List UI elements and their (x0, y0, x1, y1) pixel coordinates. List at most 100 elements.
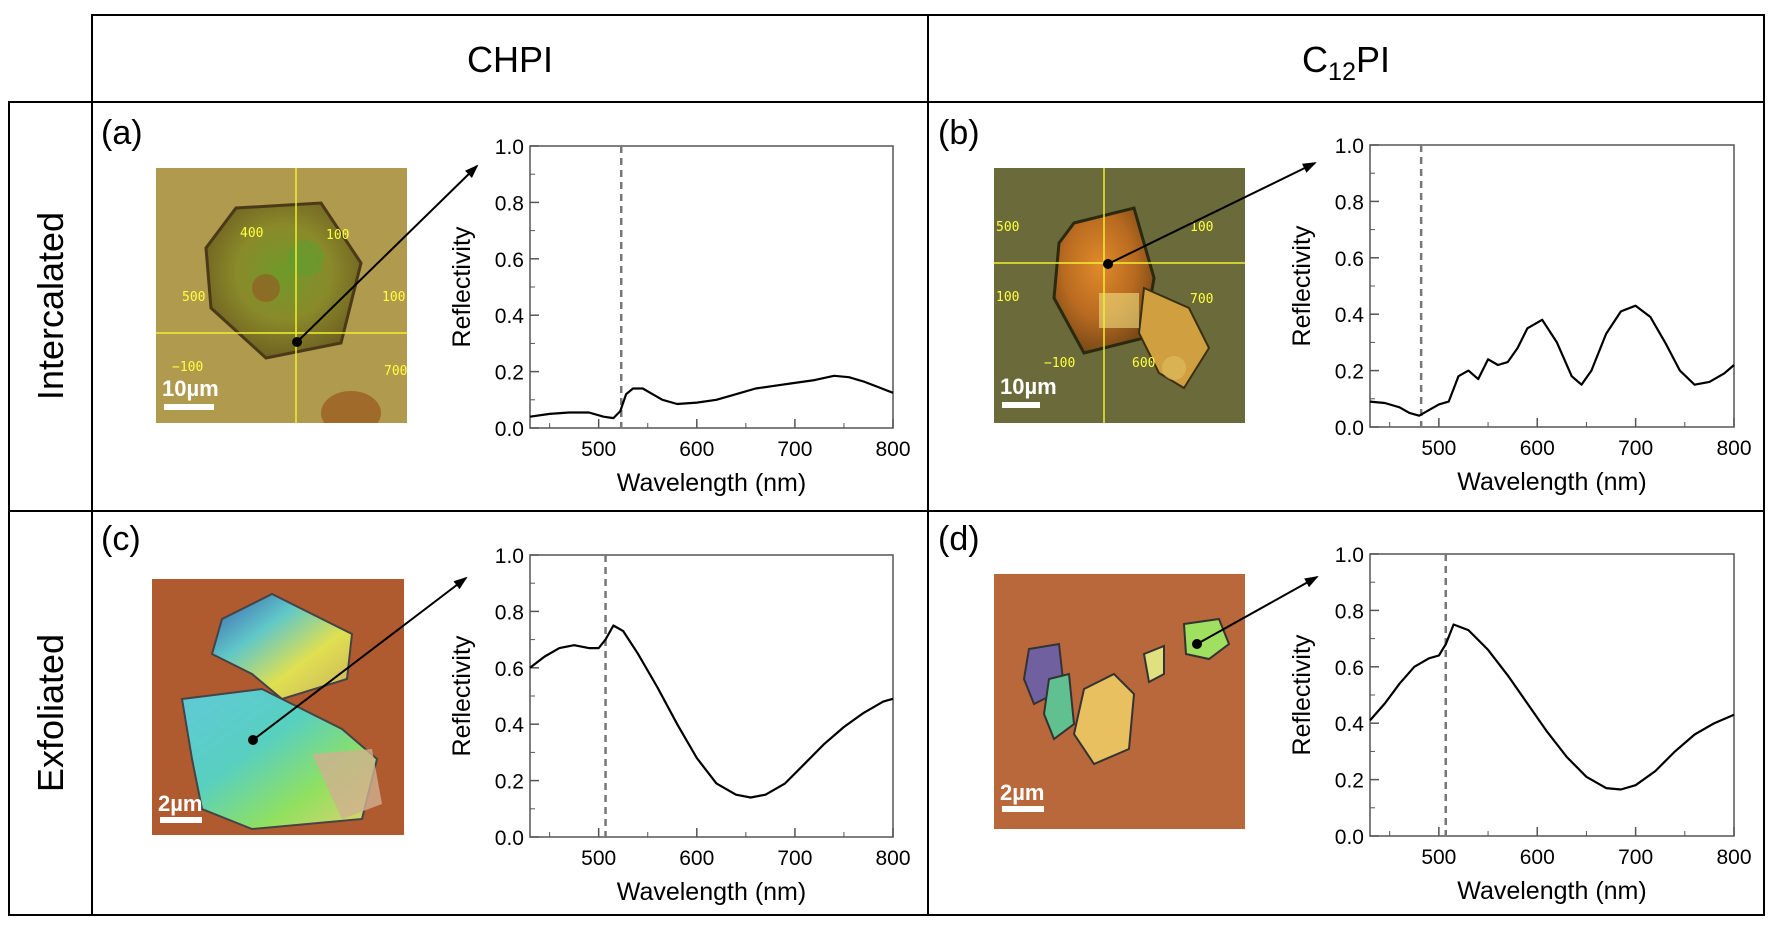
panel-label-d: (d) (938, 520, 980, 558)
scale-text-a: 10µm (162, 376, 219, 401)
micrograph-b: 500 100 100 700 −100 600 10µm (994, 168, 1245, 423)
y-tick-label: 0.4 (495, 714, 525, 737)
x-tick-label: 700 (777, 847, 812, 870)
y-tick-label: 0.6 (495, 658, 524, 681)
y-tick-label: 0.8 (495, 192, 524, 215)
y-tick-label: 1.0 (495, 545, 524, 568)
reticle-label-b2: 100 (1190, 220, 1214, 235)
y-tick-label: 0.2 (1335, 770, 1364, 793)
y-tick-label: 0.4 (1335, 304, 1365, 327)
micrograph-d: 2µm (994, 574, 1245, 829)
x-tick-label: 800 (1716, 437, 1751, 460)
row-header-exfoliated: Exfoliated (30, 633, 71, 793)
row-header-intercalated: Intercalated (30, 211, 71, 401)
reticle-label-b1: 500 (996, 220, 1020, 235)
chart-d: 500 600 700 800 0.0 0.2 0.4 0.6 0.8 1.0 Wavelength… (1288, 544, 1752, 905)
c12pi-main: C (1301, 39, 1328, 80)
x-tick-label: 600 (1520, 437, 1555, 460)
y-tick-label: 0.8 (1335, 191, 1364, 214)
x-tick-label: 600 (679, 438, 714, 461)
column-header-c12pi: C12PI (929, 42, 1763, 85)
x-axis-label: Wavelength (nm) (617, 878, 806, 906)
chart-a: 500 600 700 800 0.0 0.2 0.4 0.6 0.8 1.0 Wavelength… (448, 136, 911, 497)
x-tick-label: 600 (1520, 846, 1555, 869)
scale-text-b: 10µm (1000, 374, 1057, 399)
y-tick-label: 0.0 (1335, 826, 1364, 849)
scale-text-c: 2µm (158, 791, 203, 816)
reticle-label-b3: 100 (996, 290, 1020, 305)
scale-bar-b (1002, 402, 1040, 408)
reticle-label-5: −100 (172, 360, 204, 375)
y-tick-label: 0.6 (495, 249, 524, 272)
reticle-label-1: 400 (240, 226, 264, 241)
reticle-label-b5: −100 (1044, 356, 1076, 371)
y-tick-label: 0.2 (1335, 361, 1364, 384)
reflectivity-series (1369, 623, 1735, 791)
c12pi-tail: PI (1356, 39, 1391, 80)
reflectivity-series (529, 374, 894, 420)
grid-left (8, 101, 10, 916)
y-tick-label: 1.0 (495, 136, 524, 159)
reticle-label-3: 500 (182, 290, 206, 305)
x-tick-label: 700 (1618, 437, 1653, 460)
plot-frame (529, 554, 894, 838)
y-axis-label: Reflectivity (1288, 225, 1316, 346)
plot-frame (1369, 553, 1735, 837)
x-tick-label: 500 (1421, 846, 1456, 869)
y-tick-label: 0.4 (1335, 713, 1365, 736)
x-axis-label: Wavelength (nm) (1457, 877, 1646, 905)
y-tick-label: 0.4 (495, 305, 525, 328)
column-header-chpi-text: CHPI (466, 39, 553, 80)
x-axis-label: Wavelength (nm) (617, 469, 806, 497)
x-tick-label: 700 (777, 438, 812, 461)
chart-c: 500 600 700 800 0.0 0.2 0.4 0.6 0.8 1.0 Wavelength… (448, 545, 911, 906)
plot-frame (1369, 144, 1735, 428)
reticle-label-6: 700 (384, 364, 407, 379)
grid-row-divider (8, 510, 1765, 512)
y-tick-label: 0.2 (495, 362, 524, 385)
x-tick-label: 500 (581, 438, 616, 461)
y-tick-label: 0.0 (495, 418, 524, 441)
x-tick-label: 800 (1716, 846, 1751, 869)
reflectivity-series (529, 624, 894, 799)
y-tick-label: 0.8 (1335, 600, 1364, 623)
x-axis-label: Wavelength (nm) (1457, 468, 1646, 496)
y-tick-label: 0.2 (495, 771, 524, 794)
y-axis-label: Reflectivity (448, 226, 476, 347)
micrograph-a: 400 100 500 100 −100 700 10µm (156, 168, 407, 423)
scale-bar-c (160, 817, 202, 823)
panel-label-c: (c) (101, 520, 141, 558)
y-tick-label: 0.0 (1335, 417, 1364, 440)
micrograph-c: 2µm (152, 579, 404, 835)
panel-label-a: (a) (101, 114, 143, 152)
c12pi-sub: 12 (1327, 58, 1356, 87)
x-tick-label: 700 (1618, 846, 1653, 869)
x-tick-label: 600 (679, 847, 714, 870)
plot-frame (529, 145, 894, 429)
y-tick-label: 0.6 (1335, 248, 1364, 271)
reticle-label-b4: 700 (1190, 292, 1214, 307)
chart-b: 500 600 700 800 0.0 0.2 0.4 0.6 0.8 1.0 Wavelength… (1288, 135, 1752, 496)
reflectivity-series (1369, 304, 1735, 417)
x-tick-label: 800 (875, 847, 910, 870)
scale-bar-a (164, 404, 214, 410)
y-tick-label: 0.6 (1335, 657, 1364, 680)
grid-bottom (8, 914, 1765, 916)
y-axis-label: Reflectivity (448, 635, 476, 756)
grid-col-mid (927, 14, 929, 916)
reticle-label-4: 100 (382, 290, 406, 305)
y-tick-label: 0.8 (495, 601, 524, 624)
x-tick-label: 500 (581, 847, 616, 870)
panel-label-b: (b) (938, 114, 980, 152)
x-tick-label: 500 (1421, 437, 1456, 460)
grid-header-bottom (8, 101, 1765, 103)
y-tick-label: 1.0 (1335, 544, 1364, 567)
reticle-label-b6: 600 (1132, 356, 1156, 371)
y-tick-label: 0.0 (495, 827, 524, 850)
y-tick-label: 1.0 (1335, 135, 1364, 158)
scale-bar-d (1002, 806, 1044, 812)
grid-col-a (91, 14, 93, 916)
micrograph-b-art (994, 168, 1245, 423)
grid-right (1763, 14, 1765, 916)
x-tick-label: 800 (875, 438, 910, 461)
